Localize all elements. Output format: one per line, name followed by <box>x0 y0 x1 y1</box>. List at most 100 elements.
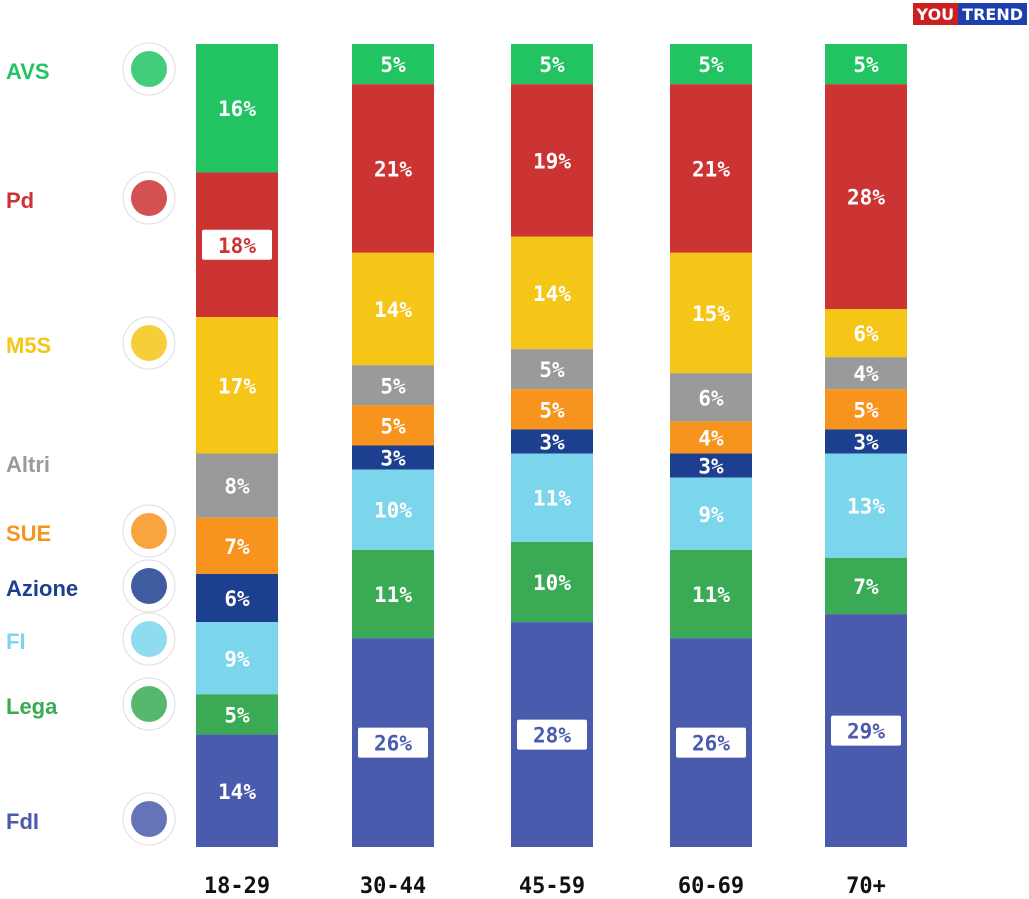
bar-segment-altri-18-29 <box>196 453 278 518</box>
bar-segment-fi-60-69 <box>670 477 752 550</box>
data-label: 4% <box>698 426 724 450</box>
data-label-box <box>676 727 746 758</box>
logo-part-trend: TREND <box>958 3 1027 25</box>
bar-segment-m5s-70+ <box>825 308 907 358</box>
bar-segment-fi-30-44 <box>352 469 434 550</box>
bar-segment-sue-70+ <box>825 389 907 430</box>
bar-segment-sue-45-59 <box>511 389 593 430</box>
data-label: 7% <box>853 575 879 599</box>
fdi-logo-mark <box>131 801 167 837</box>
bar-segment-lega-18-29 <box>196 694 278 735</box>
bar-segment-sue-30-44 <box>352 405 434 446</box>
data-label: 5% <box>380 53 406 77</box>
data-label: 3% <box>380 447 406 471</box>
data-label: 29% <box>847 720 885 744</box>
bar-segment-azione-18-29 <box>196 573 278 623</box>
data-label: 9% <box>224 647 250 671</box>
data-label: 7% <box>224 535 250 559</box>
data-label: 14% <box>374 298 412 322</box>
data-label: 14% <box>533 282 571 306</box>
avs-logo-mark <box>131 51 167 87</box>
bar-segment-avs-18-29 <box>196 44 278 173</box>
bar-segment-pd-60-69 <box>670 84 752 253</box>
bar-segment-avs-60-69 <box>670 44 752 85</box>
data-label: 5% <box>224 704 250 728</box>
data-label-box <box>517 719 587 750</box>
bar-segment-azione-60-69 <box>670 453 752 478</box>
data-label: 6% <box>698 386 724 410</box>
data-label-box <box>831 715 901 746</box>
data-label: 16% <box>218 97 256 121</box>
data-label: 5% <box>539 358 565 382</box>
bar-segment-m5s-45-59 <box>511 236 593 350</box>
data-label: 10% <box>533 571 571 595</box>
data-label: 5% <box>539 53 565 77</box>
bar-segment-altri-30-44 <box>352 365 434 406</box>
data-label: 21% <box>692 157 730 181</box>
bar-segment-m5s-30-44 <box>352 252 434 366</box>
bar-segment-azione-45-59 <box>511 429 593 454</box>
legend-label-azione: Azione <box>6 576 78 601</box>
pd-logo-mark <box>131 180 167 216</box>
data-label: 3% <box>853 430 879 454</box>
x-tick-label: 60-69 <box>678 874 744 899</box>
data-label: 5% <box>380 414 406 438</box>
data-label: 6% <box>224 587 250 611</box>
data-label: 11% <box>374 583 412 607</box>
data-label: 14% <box>218 780 256 804</box>
bar-segment-m5s-60-69 <box>670 252 752 374</box>
bar-segment-pd-45-59 <box>511 84 593 237</box>
legend-label-fdi: FdI <box>6 809 39 834</box>
bar-segment-fi-70+ <box>825 453 907 558</box>
data-label: 4% <box>853 362 879 386</box>
bar-segment-altri-70+ <box>825 357 907 390</box>
bar-segment-fdi-18-29 <box>196 734 278 847</box>
data-label: 5% <box>380 374 406 398</box>
bar-segment-pd-30-44 <box>352 84 434 253</box>
x-tick-label: 45-59 <box>519 874 585 899</box>
data-label: 5% <box>853 53 879 77</box>
data-label: 5% <box>539 398 565 422</box>
bar-segment-altri-60-69 <box>670 373 752 422</box>
bar-segment-lega-60-69 <box>670 549 752 639</box>
bar-segment-fi-18-29 <box>196 622 278 695</box>
data-label: 21% <box>374 157 412 181</box>
legend-label-m5s: M5S <box>6 333 51 358</box>
data-label: 10% <box>374 499 412 523</box>
bar-segment-avs-45-59 <box>511 44 593 85</box>
data-label: 26% <box>374 732 412 756</box>
lega-logo-mark <box>131 686 167 722</box>
bar-segment-lega-30-44 <box>352 549 434 639</box>
legend-label-altri: Altri <box>6 452 50 477</box>
bar-segment-azione-70+ <box>825 429 907 454</box>
data-label: 19% <box>533 149 571 173</box>
data-label: 17% <box>218 374 256 398</box>
data-label: 15% <box>692 302 730 326</box>
data-label: 8% <box>224 475 250 499</box>
bar-segment-lega-45-59 <box>511 541 593 623</box>
legend-label-lega: Lega <box>6 694 58 719</box>
bar-segment-azione-30-44 <box>352 445 434 470</box>
data-label: 18% <box>218 234 256 258</box>
bar-segment-m5s-18-29 <box>196 317 278 454</box>
data-label-box <box>358 727 428 758</box>
legend-label-avs: AVS <box>6 59 50 84</box>
data-label: 28% <box>847 186 885 210</box>
data-label: 5% <box>698 53 724 77</box>
bar-segment-sue-18-29 <box>196 517 278 574</box>
fi-logo-mark <box>131 621 167 657</box>
legend-label-sue: SUE <box>6 521 51 546</box>
bar-segment-avs-70+ <box>825 44 907 85</box>
data-label: 5% <box>853 398 879 422</box>
data-label: 11% <box>692 583 730 607</box>
bar-segment-lega-70+ <box>825 557 907 615</box>
m5s-logo-mark <box>131 325 167 361</box>
data-label-box <box>202 229 272 260</box>
data-label: 28% <box>533 724 571 748</box>
bar-segment-altri-45-59 <box>511 349 593 390</box>
data-label: 26% <box>692 732 730 756</box>
x-tick-label: 70+ <box>846 874 886 899</box>
x-tick-label: 18-29 <box>204 874 270 899</box>
data-label: 3% <box>539 430 565 454</box>
bar-segment-sue-60-69 <box>670 421 752 454</box>
